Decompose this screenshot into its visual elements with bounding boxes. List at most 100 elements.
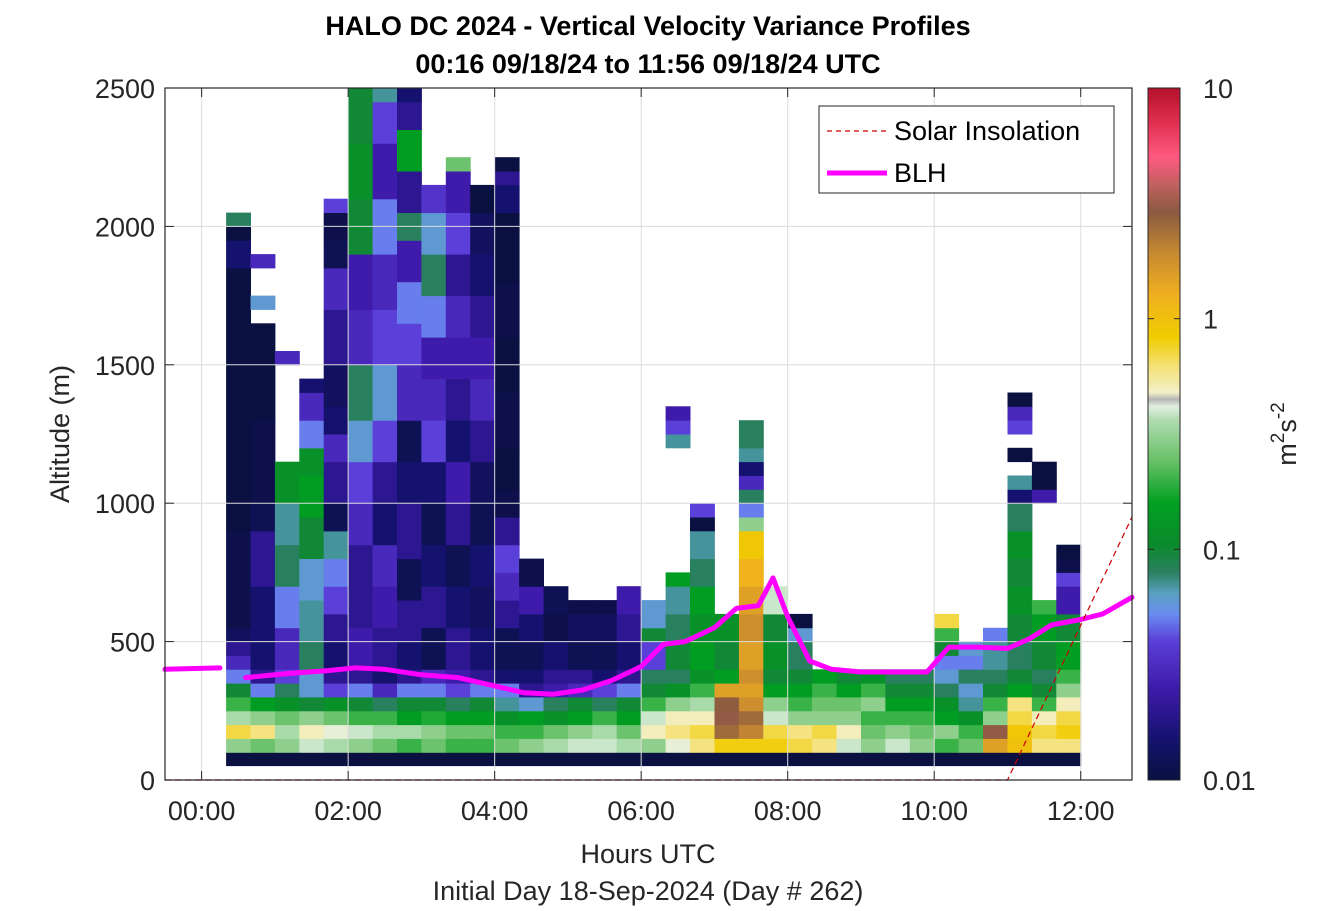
heatmap-cell (348, 724, 374, 739)
heatmap-cell (250, 738, 276, 753)
heatmap-cell (494, 669, 520, 684)
heatmap-cell (372, 254, 398, 310)
heatmap-cell (250, 752, 276, 767)
heatmap-cell (470, 627, 496, 670)
heatmap-cell (1056, 641, 1082, 670)
heatmap-cell (665, 738, 691, 753)
x-tick-label: 04:00 (461, 796, 529, 826)
heatmap-cell (299, 600, 325, 643)
x-tick-label: 10:00 (900, 796, 968, 826)
heatmap-cell (738, 489, 764, 504)
heatmap-cell (983, 752, 1008, 767)
heatmap-cell (1007, 669, 1033, 684)
heatmap-cell (445, 337, 471, 380)
y-tick-label: 500 (110, 628, 155, 658)
heatmap-cell (372, 627, 398, 670)
heatmap-cell (299, 517, 325, 559)
heatmap-cell (738, 752, 764, 767)
heatmap-cell (372, 309, 398, 366)
heatmap-cell (299, 558, 325, 601)
heatmap-cell (1007, 489, 1033, 504)
heatmap-cell (543, 738, 569, 753)
heatmap-cell (641, 683, 667, 698)
heatmap-cell (348, 627, 374, 670)
colorbar-label-mid: s (1272, 419, 1302, 433)
heatmap-cell (1031, 641, 1057, 670)
heatmap-cell (1007, 447, 1033, 463)
heatmap-cell (787, 752, 813, 767)
heatmap-cell (641, 724, 667, 739)
heatmap-cell (934, 697, 960, 712)
heatmap-cell (1007, 475, 1033, 490)
heatmap-cell (787, 669, 813, 684)
heatmap-cell (1007, 752, 1033, 767)
heatmap-cell (641, 697, 667, 712)
heatmap-cell (714, 669, 740, 684)
heatmap-cell (348, 364, 374, 421)
heatmap-cell (1007, 558, 1033, 587)
heatmap-cell (445, 697, 471, 712)
heatmap-cell (250, 503, 276, 532)
heatmap-cell (421, 503, 447, 546)
heatmap-cell (934, 613, 960, 629)
heatmap-cell (983, 669, 1008, 684)
heatmap-cell (445, 378, 471, 421)
heatmap-cell (1007, 530, 1033, 560)
heatmap-cell (738, 641, 764, 670)
heatmap-cell (348, 88, 374, 144)
heatmap-cell (470, 710, 496, 726)
heatmap-cell (641, 669, 667, 684)
heatmap-cell (690, 586, 715, 615)
heatmap-cell (568, 600, 593, 615)
y-tick-label: 1000 (95, 489, 155, 519)
heatmap-cell (934, 738, 960, 753)
heatmap-cell (226, 683, 251, 698)
heatmap-cell (763, 738, 789, 753)
heatmap-cell (470, 461, 496, 504)
heatmap-cell (763, 683, 789, 698)
heatmap-cell (665, 697, 691, 712)
heatmap-cell (641, 710, 667, 726)
legend-blh-label: BLH (894, 158, 947, 188)
heatmap-cell (690, 669, 715, 684)
heatmap-cell (543, 586, 569, 615)
heatmap-cell (494, 544, 520, 573)
heatmap-cell (323, 434, 349, 463)
heatmap-cell (641, 600, 667, 629)
heatmap-cell (397, 323, 422, 366)
heatmap-cell (323, 309, 349, 366)
heatmap-cell (274, 683, 300, 698)
heatmap-cell (494, 724, 520, 739)
heatmap-cell (421, 724, 447, 739)
heatmap-cell (226, 337, 251, 449)
heatmap-cell (714, 738, 740, 753)
heatmap-cell (665, 586, 691, 615)
heatmap-cell (958, 683, 984, 698)
heatmap-cell (421, 627, 447, 670)
heatmap-cell (616, 641, 642, 670)
heatmap-cell (494, 738, 520, 753)
heatmap-cell (812, 710, 837, 726)
heatmap-cell (445, 461, 471, 504)
heatmap-cell (494, 697, 520, 712)
heatmap-cell (812, 738, 837, 753)
heatmap-cell (641, 752, 667, 767)
chart-subtitle: 00:16 09/18/24 to 11:56 09/18/24 UTC (415, 49, 880, 79)
heatmap-cell (470, 378, 496, 421)
heatmap-cell (299, 752, 325, 767)
heatmap-cell (1007, 738, 1033, 753)
heatmap-cell (323, 198, 349, 213)
x-axis: 00:00 02:00 04:00 06:00 08:00 10:00 12:00 (168, 88, 1115, 826)
heatmap-cell (738, 517, 764, 532)
heatmap-cell (738, 447, 764, 463)
heatmap-cell (348, 586, 374, 629)
heatmap-cell (421, 738, 447, 753)
heatmap-cell (494, 710, 520, 726)
heatmap-cell (372, 364, 398, 421)
heatmap-cell (714, 724, 740, 739)
heatmap-cell (250, 710, 276, 726)
heatmap-cell (421, 212, 447, 255)
heatmap-cell (1056, 558, 1082, 573)
heatmap-cell (738, 669, 764, 684)
heatmap-cell (690, 724, 715, 739)
